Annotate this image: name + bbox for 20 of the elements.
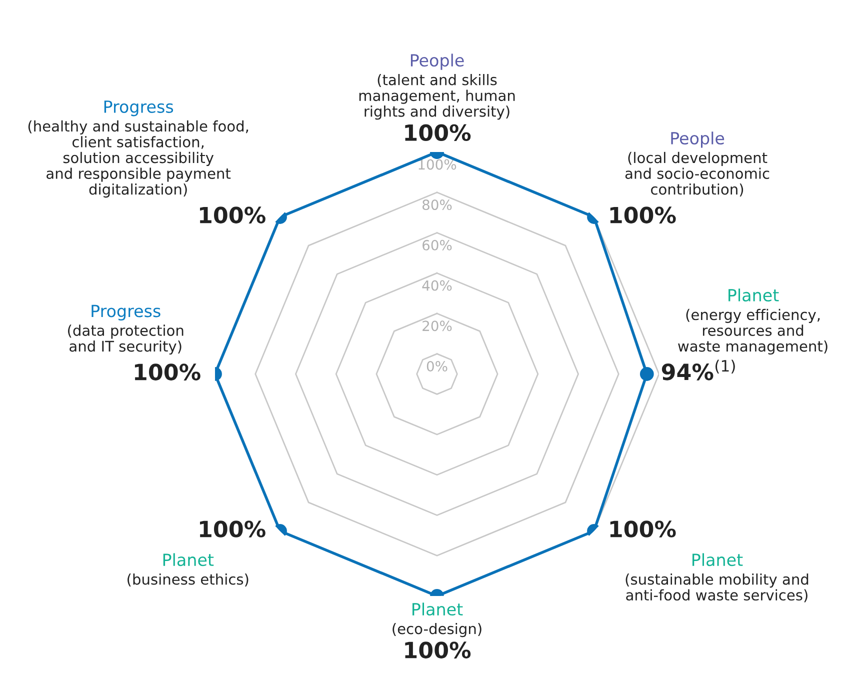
data-label: 100% [200,206,266,224]
data-label: 100% [200,520,266,538]
spoke-label: People (local development and socio-economic contribution) [625,132,770,196]
spoke-label: Planet (eco-design) [392,602,482,638]
spoke-label: Planet (sustainable mobility and anti-food waste services) [626,553,808,602]
y-tick-label: 100% [418,159,456,170]
spoke-label: Planet (energy efficiency, resources and waste management) [678,288,828,355]
data-label: 100% [610,206,676,224]
y-tick-label: 20% [422,320,452,332]
spoke-label: People (talent and skills management, human rights and diversity) [359,54,515,120]
data-label: 100% [134,364,200,380]
y-tick-label: 0% [426,361,448,372]
spoke-label: Planet (business ethics) [128,553,248,586]
y-tick-label: 40% [422,280,452,291]
y-tick-label: 80% [422,200,452,210]
data-label: 100% [610,520,676,538]
spoke-label: Progress (data protection and IT security) [68,304,184,355]
y-tick-label: 60% [422,240,452,250]
spoke-label: Progress (healthy and sustainable food, client satisfaction, solution accessibility and responsible payment digitalization) [28,100,248,198]
data-label: 94%$^{(1)}$ [662,360,735,380]
